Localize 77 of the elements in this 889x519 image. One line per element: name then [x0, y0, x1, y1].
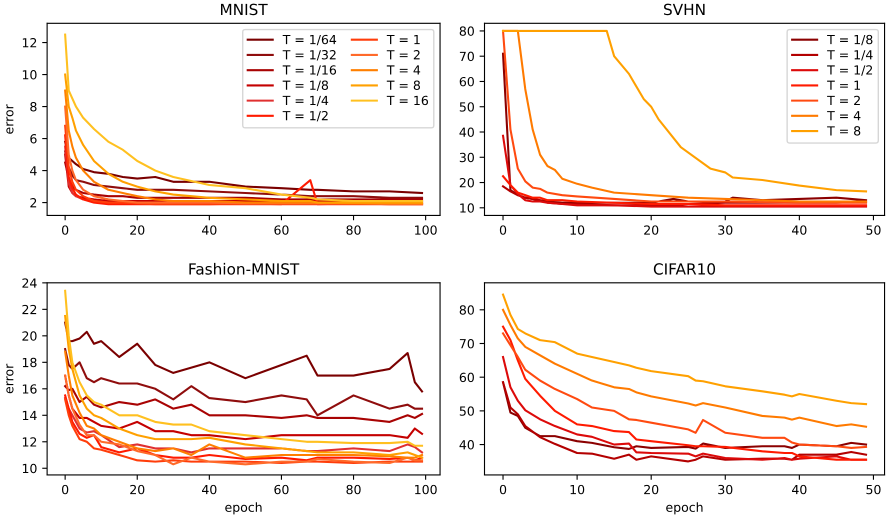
y-tick-label: 24 — [22, 278, 37, 288]
x-tick-label: 40 — [202, 225, 216, 235]
x-tick-label: 60 — [274, 484, 289, 494]
y-tick-label: 70 — [460, 338, 474, 348]
legend-label: T = 1/32 — [282, 50, 336, 60]
legend-label: T = 16 — [386, 96, 428, 106]
legend-label: T = 2 — [386, 50, 420, 60]
x-tick-label: 100 — [415, 484, 437, 494]
y-tick-label: 40 — [459, 440, 474, 450]
y-tick-label: 2 — [30, 198, 36, 208]
legend-label: T = 1/4 — [282, 96, 328, 106]
y-tick-label: 14 — [22, 410, 37, 420]
y-tick-label: 16 — [22, 384, 37, 394]
x-tick-label: 40 — [792, 484, 806, 494]
x-tick-label: 20 — [644, 484, 658, 494]
x-tick-label: 80 — [346, 225, 361, 235]
x-tick-label: 20 — [130, 225, 144, 235]
x-tick-label: 50 — [866, 484, 881, 494]
x-tick-label: 20 — [130, 484, 144, 494]
legend-label: T = 1/16 — [282, 65, 336, 76]
x-tick-label: 40 — [792, 225, 806, 235]
chart-title: MNIST — [221, 4, 268, 16]
y-tick-label: 80 — [460, 26, 474, 36]
legend-label: T = 1/8 — [282, 80, 328, 91]
legend-label: T = 1/2 — [827, 65, 872, 76]
x-tick-label: 10 — [570, 484, 584, 494]
y-tick-label: 50 — [460, 406, 474, 416]
x-tick-label: 0 — [62, 225, 68, 235]
y-tick-label: 70 — [460, 52, 474, 62]
y-tick-label: 4 — [30, 166, 37, 176]
legend-label: T = 8 — [827, 126, 860, 136]
y-tick-label: 22 — [22, 304, 36, 314]
y-axis-title: error — [6, 364, 14, 394]
x-axis-title: epoch — [666, 502, 702, 514]
y-tick-label: 20 — [22, 331, 37, 341]
x-tick-label: 30 — [718, 225, 732, 235]
y-tick-label: 40 — [459, 127, 474, 137]
legend-label: T = 1/8 — [827, 34, 872, 46]
chart-title: Fashion-MNIST — [189, 262, 300, 275]
y-tick-label: 60 — [460, 372, 474, 382]
x-tick-label: 0 — [500, 225, 506, 235]
x-tick-label: 0 — [500, 484, 506, 494]
y-tick-label: 30 — [460, 152, 474, 162]
x-tick-label: 80 — [346, 484, 361, 494]
x-tick-label: 40 — [202, 484, 216, 494]
y-tick-label: 10 — [460, 203, 474, 213]
legend-label: T = 1/64 — [282, 34, 336, 46]
y-axis-title: error — [6, 104, 14, 134]
y-tick-label: 10 — [22, 70, 37, 80]
y-tick-label: 12 — [22, 437, 36, 447]
legend-label: T = 1/2 — [282, 110, 328, 122]
x-axis-title: epoch — [225, 502, 262, 514]
y-tick-label: 60 — [460, 76, 474, 86]
x-tick-label: 0 — [62, 484, 68, 494]
chart-title: CIFAR10 — [654, 263, 716, 275]
y-tick-label: 18 — [22, 358, 37, 368]
x-tick-label: 50 — [866, 225, 881, 235]
legend-label: T = 1 — [386, 34, 420, 44]
legend-label: T = 2 — [827, 96, 860, 105]
chart-title: SVHN — [664, 4, 705, 16]
legend-label: T = 4 — [386, 65, 420, 75]
y-tick-label: 8 — [30, 102, 37, 112]
y-tick-label: 12 — [22, 38, 36, 48]
y-tick-label: 50 — [460, 102, 474, 112]
y-tick-label: 20 — [460, 178, 474, 188]
x-tick-label: 100 — [415, 225, 437, 235]
y-tick-label: 80 — [460, 305, 474, 315]
y-tick-label: 10 — [22, 464, 37, 474]
x-tick-label: 10 — [570, 225, 584, 235]
x-tick-label: 60 — [274, 225, 289, 235]
x-tick-label: 20 — [644, 225, 658, 235]
x-tick-label: 30 — [718, 484, 732, 494]
legend-label: T = 4 — [827, 111, 860, 120]
y-tick-label: 6 — [30, 134, 37, 144]
legend-label: T = 1 — [827, 80, 860, 90]
legend-label: T = 8 — [386, 80, 420, 90]
legend-label: T = 1/4 — [827, 50, 873, 60]
